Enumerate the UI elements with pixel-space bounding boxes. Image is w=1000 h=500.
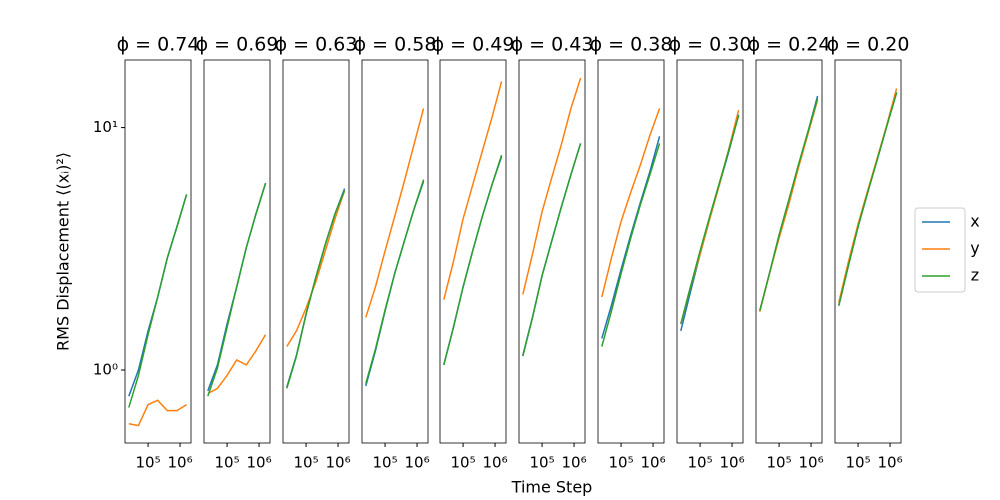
axes-frame: [203, 59, 271, 444]
axes-frame: [361, 59, 429, 444]
series-line: [365, 179, 425, 384]
series-line: [838, 92, 898, 306]
axes-frame: [597, 59, 665, 444]
legend-box: [914, 207, 966, 293]
axes-frame: [834, 59, 902, 444]
panel-title: ϕ = 0.38: [590, 34, 673, 56]
panel-title: ϕ = 0.24: [748, 34, 831, 56]
x-tick-label: 10⁵: [688, 454, 713, 472]
panel-title: ϕ = 0.63: [275, 34, 358, 56]
x-tick-label: 10⁶: [719, 454, 744, 472]
series-line: [443, 81, 503, 300]
series-line: [601, 143, 661, 347]
axes-frame: [518, 59, 586, 444]
y-tick-label: 10⁰: [93, 361, 118, 379]
x-axis-label: Time Step: [511, 478, 593, 497]
series-line: [522, 143, 582, 357]
series-line: [601, 136, 661, 339]
y-tick-label: 10¹: [93, 118, 118, 136]
x-tick-label: 10⁶: [167, 454, 192, 472]
series-line: [207, 182, 267, 397]
x-tick-label: 10⁶: [640, 454, 665, 472]
axes-frame: [439, 59, 507, 444]
x-tick-label: 10⁵: [373, 454, 398, 472]
x-tick-label: 10⁶: [798, 454, 823, 472]
axes-frame: [282, 59, 350, 444]
axes-frame: [676, 59, 744, 444]
series-line: [128, 399, 187, 427]
series-line: [365, 108, 425, 318]
x-tick-label: 10⁶: [561, 454, 586, 472]
legend-label: y: [970, 239, 979, 258]
panel-title: ϕ = 0.58: [354, 34, 437, 56]
x-tick-label: 10⁵: [530, 454, 555, 472]
x-tick-label: 10⁶: [325, 454, 350, 472]
panel-title: ϕ = 0.69: [196, 34, 279, 56]
axes-frame: [755, 59, 823, 444]
axes-frame: [124, 59, 192, 444]
series-line: [680, 115, 740, 325]
x-tick-label: 10⁵: [609, 454, 634, 472]
series-line: [286, 190, 346, 389]
series-line: [286, 190, 346, 347]
panel-title: ϕ = 0.49: [432, 34, 515, 56]
legend-label: x: [970, 212, 979, 231]
series-line: [443, 154, 503, 366]
series-line: [128, 194, 188, 408]
x-tick-label: 10⁵: [451, 454, 476, 472]
panel-title: ϕ = 0.43: [511, 34, 594, 56]
x-tick-label: 10⁵: [136, 454, 161, 472]
panel-title: ϕ = 0.20: [827, 34, 910, 56]
x-tick-label: 10⁶: [246, 454, 271, 472]
x-tick-label: 10⁶: [877, 454, 902, 472]
series-line: [207, 334, 267, 395]
panel-title: ϕ = 0.30: [669, 34, 752, 56]
x-tick-label: 10⁶: [482, 454, 507, 472]
legend-label: z: [971, 266, 979, 285]
panel-title: ϕ = 0.74: [117, 34, 200, 56]
x-tick-label: 10⁵: [215, 454, 240, 472]
series-line: [601, 108, 661, 298]
x-tick-label: 10⁶: [404, 454, 429, 472]
series-line: [759, 98, 819, 311]
x-tick-label: 10⁵: [294, 454, 319, 472]
series-line: [522, 77, 582, 295]
x-tick-label: 10⁵: [846, 454, 871, 472]
y-axis-label: RMS Displacement ⟨(xᵢ)²⟩: [54, 152, 73, 351]
x-tick-label: 10⁵: [767, 454, 792, 472]
